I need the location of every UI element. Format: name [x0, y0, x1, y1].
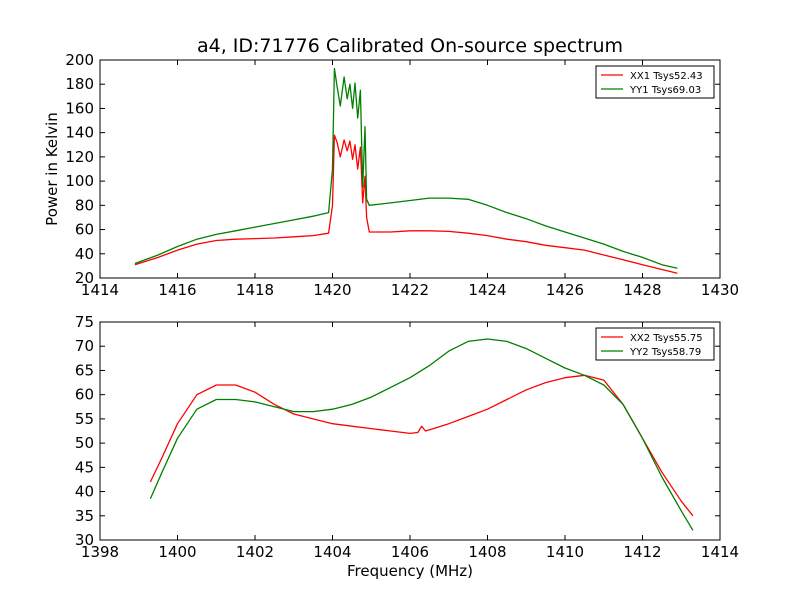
series-line-yy1	[134, 67, 678, 269]
y-tick-label: 60	[75, 386, 94, 404]
x-tick-label: 1400	[158, 543, 196, 561]
y-tick-label: 30	[75, 531, 94, 549]
series-line-xx2	[149, 374, 694, 517]
x-tick-label: 1410	[546, 543, 584, 561]
y-tick-label: 60	[75, 221, 94, 239]
legend-entry: YY1 Tsys69.03	[629, 85, 701, 96]
x-tick-label: 1422	[391, 281, 429, 299]
x-tick-label: 1418	[236, 281, 274, 299]
x-tick-label: 1402	[236, 543, 274, 561]
y-tick-label: 160	[65, 99, 94, 117]
y-tick-label: 80	[75, 196, 94, 214]
y-tick-label: 180	[65, 75, 94, 93]
y-axis-label: Power in Kelvin	[43, 112, 61, 226]
legend-entry: XX2 Tsys55.75	[630, 333, 703, 344]
x-tick-label: 1428	[623, 281, 661, 299]
x-tick-label: 1414	[81, 281, 119, 299]
x-axis-label: Frequency (MHz)	[347, 562, 473, 580]
x-tick-label: 1408	[468, 543, 506, 561]
y-tick-label: 75	[75, 313, 94, 331]
chart-title: a4, ID:71776 Calibrated On-source spectr…	[197, 35, 623, 57]
x-tick-label: 1430	[701, 281, 739, 299]
y-tick-label: 140	[65, 124, 94, 142]
y-tick-label: 20	[75, 269, 94, 287]
y-tick-label: 50	[75, 434, 94, 452]
legend-entry: YY2 Tsys58.79	[629, 347, 701, 358]
x-tick-label: 1416	[158, 281, 196, 299]
x-tick-label: 1424	[468, 281, 506, 299]
y-tick-label: 70	[75, 337, 94, 355]
y-tick-label: 45	[75, 458, 94, 476]
y-tick-label: 120	[65, 148, 94, 166]
legend: XX1 Tsys52.43 YY1 Tsys69.03	[595, 65, 715, 99]
legend-box	[595, 327, 715, 361]
y-tick-label: 65	[75, 361, 94, 379]
x-tick-label: 1414	[701, 543, 739, 561]
y-tick-label: 200	[65, 51, 94, 69]
x-tick-label: 1406	[391, 543, 429, 561]
chart-panel-2: 1398 1400 1402 1404 1406 1408 1410 1412 1414 30 35…	[75, 313, 739, 580]
x-tick-label: 1420	[313, 281, 351, 299]
series-line-yy2	[149, 338, 694, 531]
legend: XX2 Tsys55.75 YY2 Tsys58.79	[595, 327, 715, 361]
y-tick-label: 100	[65, 172, 94, 190]
y-tick-label: 40	[75, 483, 94, 501]
y-tick-label: 40	[75, 245, 94, 263]
chart-panel-1: a4, ID:71776 Calibrated On-source spectr…	[43, 35, 739, 299]
x-tick-label: 1412	[623, 543, 661, 561]
x-tick-label: 1426	[546, 281, 584, 299]
series-line-xx1	[134, 134, 678, 274]
y-tick-label: 35	[75, 507, 94, 525]
y-tick-label: 55	[75, 410, 94, 428]
legend-entry: XX1 Tsys52.43	[630, 71, 703, 82]
x-tick-label: 1398	[81, 543, 119, 561]
legend-box	[595, 65, 715, 99]
x-tick-label: 1404	[313, 543, 351, 561]
